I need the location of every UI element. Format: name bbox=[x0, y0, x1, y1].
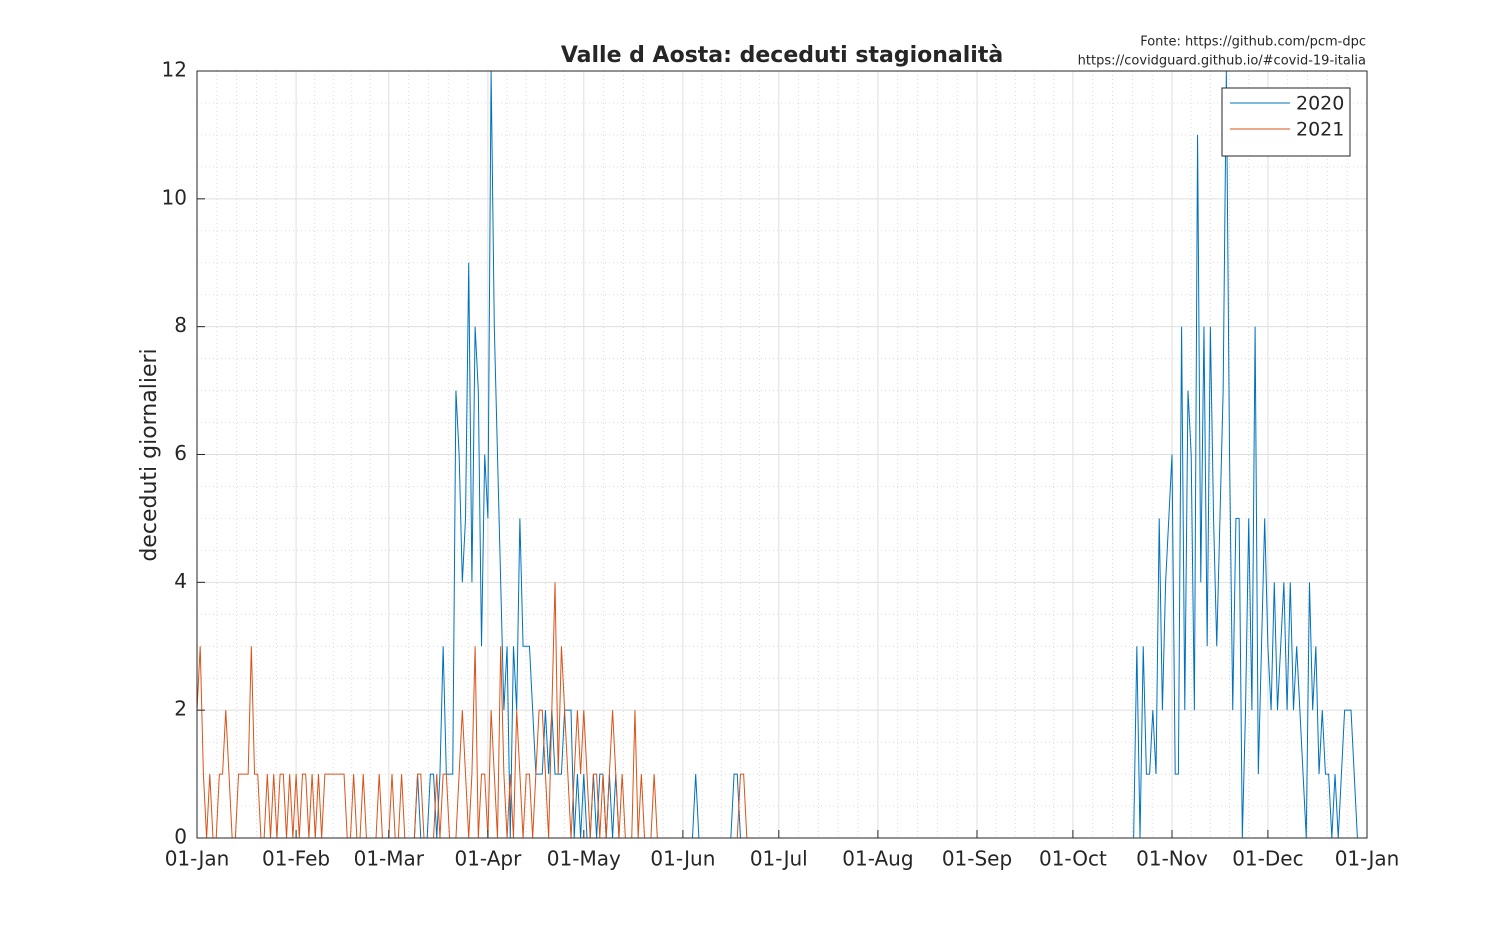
x-tick-label: 01-Nov bbox=[1136, 847, 1208, 871]
x-tick-label: 01-Jan bbox=[1335, 847, 1400, 871]
x-tick-label: 01-Sep bbox=[942, 847, 1012, 871]
y-tick-label: 8 bbox=[174, 313, 187, 337]
y-tick-label: 0 bbox=[174, 825, 187, 849]
x-tick-label: 01-Apr bbox=[454, 847, 522, 871]
y-tick-label: 2 bbox=[174, 697, 187, 721]
y-tick-label: 10 bbox=[162, 185, 187, 209]
chart-title: Valle d Aosta: deceduti stagionalità bbox=[561, 43, 1003, 68]
x-tick-label: 01-Feb bbox=[262, 847, 330, 871]
y-tick-label: 6 bbox=[174, 441, 187, 465]
legend-label: 2021 bbox=[1296, 119, 1344, 141]
legend-box bbox=[1221, 87, 1351, 157]
y-tick-label: 4 bbox=[174, 569, 187, 593]
x-tick-label: 01-Jun bbox=[650, 847, 715, 871]
source-text: https://covidguard.github.io/#covid-19-i… bbox=[1078, 54, 1366, 69]
x-tick-label: 01-May bbox=[547, 847, 621, 871]
legend-label: 2020 bbox=[1296, 93, 1344, 115]
x-tick-label: 01-Mar bbox=[354, 847, 425, 871]
x-tick-label: 01-Oct bbox=[1039, 847, 1107, 871]
x-tick-label: 01-Aug bbox=[842, 847, 913, 871]
x-tick-label: 01-Dec bbox=[1232, 847, 1303, 871]
y-tick-label: 12 bbox=[162, 58, 187, 82]
legend: 2020 2021 bbox=[1221, 87, 1351, 157]
axes: 01-Jan 01-Feb 01-Mar 01-Apr 01-May 01-Jun 01-J… bbox=[162, 58, 1400, 871]
y-axis-label: deceduti giornalieri bbox=[137, 348, 162, 561]
x-tick-label: 01-Jan bbox=[165, 847, 230, 871]
x-tick-label: 01-Jul bbox=[750, 847, 808, 871]
source-text: Fonte: https://github.com/pcm-dpc bbox=[1140, 35, 1366, 50]
